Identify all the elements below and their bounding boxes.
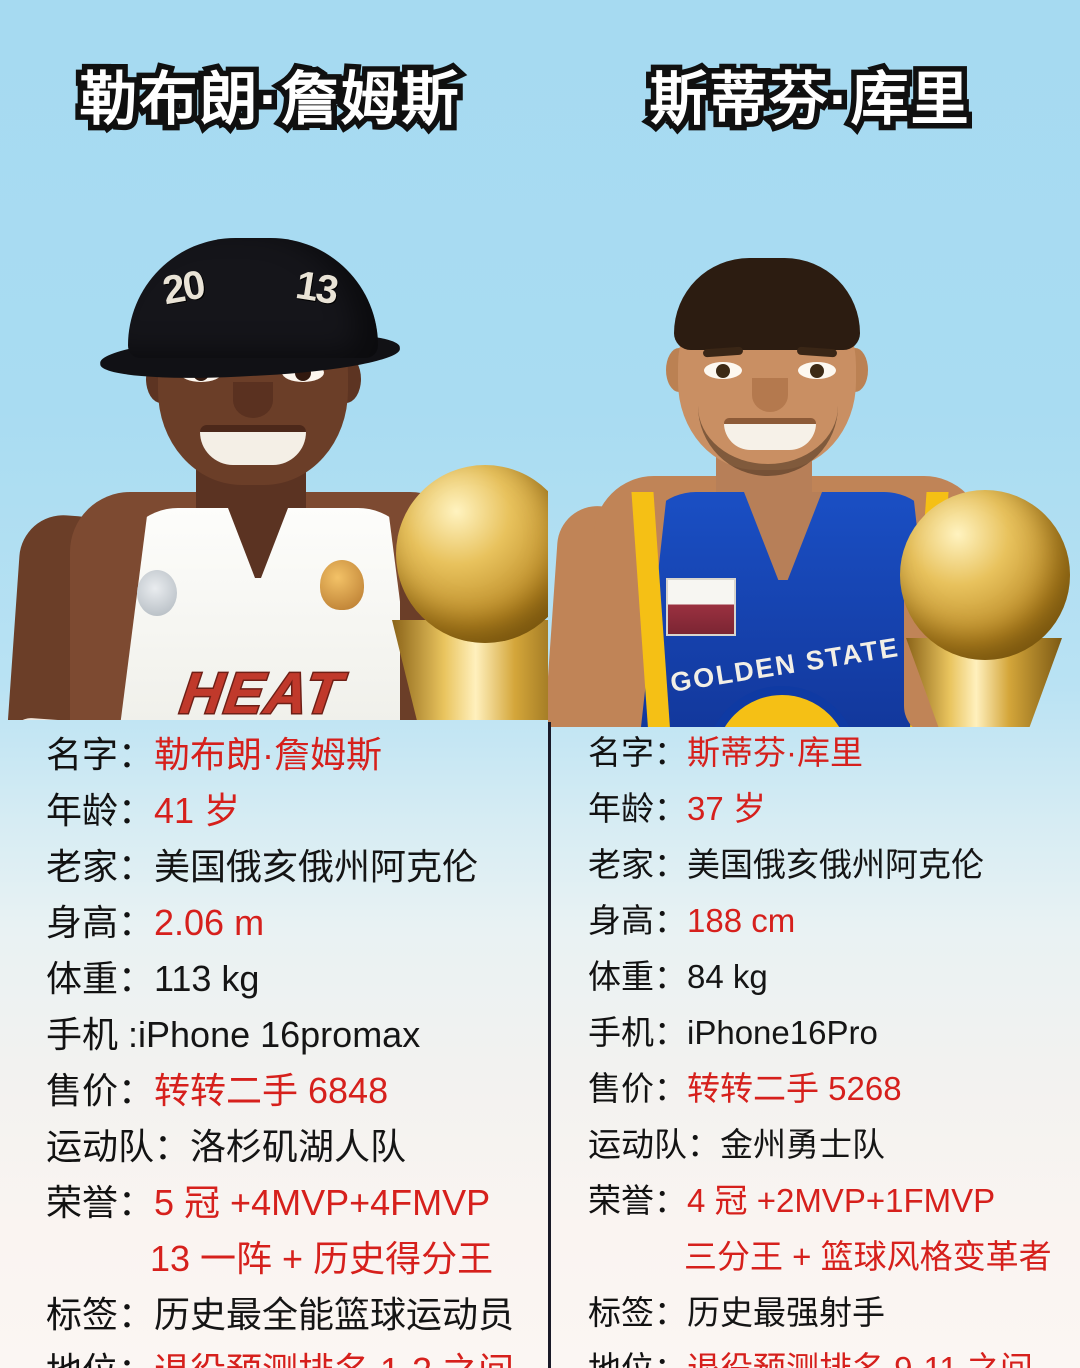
info-row-label: 手机 : <box>46 1014 139 1055</box>
info-row: 标签： 历史最全能篮球运动员 <box>46 1286 546 1342</box>
info-row: 运动队： 金州勇士队 <box>588 1118 1080 1174</box>
player-title-right: 斯蒂芬·库里 <box>644 62 974 138</box>
info-row-value: 188 cm <box>687 902 796 939</box>
info-row: 售价： 转转二手 6848 <box>46 1062 546 1118</box>
info-row-label: 标签： <box>46 1294 155 1335</box>
info-row-value: 美国俄亥俄州阿克伦 <box>687 846 984 883</box>
info-column-left: 名字： 勒布朗·詹姆斯 年龄： 41 岁老家： 美国俄亥俄州阿克伦 身高： 2.06 m 体重… <box>46 726 546 1368</box>
info-row-value: 113 kg <box>154 958 260 999</box>
info-row: 手机： iPhone16Pro <box>588 1006 1080 1062</box>
info-row-label: 体重： <box>588 958 687 995</box>
info-row: 地位：退役预测排名 1-2 之间 <box>46 1342 546 1368</box>
hair <box>674 258 860 350</box>
info-row-label: 地位： <box>46 1342 154 1368</box>
nose <box>233 382 273 418</box>
mouth <box>200 425 306 465</box>
info-row: 体重： 84 kg <box>588 950 1080 1006</box>
info-row-value: 41 岁 <box>154 790 241 831</box>
info-row-value: 斯蒂芬·库里 <box>687 734 863 771</box>
info-row: 三分王 + 篮球风格变革者 <box>588 1230 1080 1286</box>
info-row: 老家： 美国俄亥俄州阿克伦 <box>588 838 1080 894</box>
nba-logo-patch <box>137 570 177 616</box>
left-eye <box>704 362 742 379</box>
info-row-label: 荣誉： <box>46 1182 155 1223</box>
player-title-left: 勒布朗·詹姆斯 <box>74 62 464 138</box>
info-row-label: 荣誉： <box>588 1182 687 1219</box>
player-photo-right: GOLDEN STATE 30 豆包AI生成 <box>548 120 1080 727</box>
info-row-label: 身高： <box>46 902 155 943</box>
info-row-label: 地位： <box>588 1342 687 1368</box>
info-row-value: 4 冠 +2MVP+1FMVP <box>687 1182 996 1219</box>
info-row: 年龄： 37 岁 <box>588 782 1080 838</box>
info-row: 售价： 转转二手 5268 <box>588 1062 1080 1118</box>
cap-year-first-digits: 20 <box>159 262 207 314</box>
info-row: 年龄： 41 岁 <box>46 782 546 838</box>
info-row-label: 运动队： <box>588 1126 720 1163</box>
trophy-ball <box>900 490 1070 660</box>
info-row-label: 年龄： <box>588 790 687 827</box>
info-row-value: 37 岁 <box>687 790 766 827</box>
column-divider <box>548 722 551 1368</box>
info-row-value: 勒布朗·詹姆斯 <box>154 734 383 775</box>
info-row-value: iPhone 16promax <box>138 1014 421 1055</box>
info-row-value: 金州勇士队 <box>720 1126 885 1163</box>
info-row: 体重： 113 kg <box>46 950 546 1006</box>
mouth <box>724 418 816 450</box>
info-row-label: 老家： <box>588 846 687 883</box>
info-row-value: 转转二手 6848 <box>154 1070 389 1111</box>
finals-logo-patch <box>320 560 364 610</box>
info-row: 地位：退役预测排名 9-11 之间 <box>588 1342 1080 1368</box>
info-row-value: 美国俄亥俄州阿克伦 <box>154 846 479 887</box>
info-row: 手机 : iPhone 16promax <box>46 1006 546 1062</box>
info-row-label: 身高： <box>588 902 687 939</box>
info-row-label: 售价： <box>46 1070 155 1111</box>
info-row-value: 84 kg <box>687 958 768 995</box>
info-row: 身高： 188 cm <box>588 894 1080 950</box>
jersey-wordmark: HEAT <box>175 660 349 721</box>
info-row: 标签： 历史最强射手 <box>588 1286 1080 1342</box>
info-row-label: 标签： <box>588 1294 687 1331</box>
info-row-value: 退役预测排名 9-11 之间 <box>687 1342 1033 1368</box>
cap-year-second-digits: 13 <box>292 263 340 313</box>
info-row: 名字： 斯蒂芬·库里 <box>588 726 1080 782</box>
sponsor-patch <box>666 578 736 636</box>
info-row-label: 名字： <box>46 734 155 775</box>
info-row-label: 年龄： <box>46 790 155 831</box>
info-column-right: 名字： 斯蒂芬·库里 年龄： 37 岁老家： 美国俄亥俄州阿克伦 身高： 188 cm 体重：… <box>588 726 1080 1368</box>
player-photo-left: HEAT 6 20 13 <box>0 120 548 720</box>
info-row-value: 三分王 + 篮球风格变革者 <box>684 1238 1052 1275</box>
info-row-label: 售价： <box>588 1070 687 1107</box>
info-row: 荣誉： 4 冠 +2MVP+1FMVP <box>588 1174 1080 1230</box>
info-row-label: 体重： <box>46 958 155 999</box>
info-row-value: 退役预测排名 1-2 之间 <box>154 1342 514 1368</box>
info-row: 运动队： 洛杉矶湖人队 <box>46 1118 546 1174</box>
info-row-label: 老家： <box>46 846 155 887</box>
info-row-value: 历史最强射手 <box>687 1294 885 1331</box>
info-row-value: 5 冠 +4MVP+4FMVP <box>154 1182 491 1223</box>
info-row: 13 一阵 + 历史得分王 <box>46 1230 546 1286</box>
trophy-ball <box>396 465 548 643</box>
info-row-label: 手机： <box>588 1014 687 1051</box>
jersey-number: 30 <box>784 716 855 727</box>
info-row-value: 13 一阵 + 历史得分王 <box>150 1238 494 1279</box>
info-row-value: iPhone16Pro <box>687 1014 878 1051</box>
info-row: 荣誉： 5 冠 +4MVP+4FMVP <box>46 1174 546 1230</box>
info-row-value: 转转二手 5268 <box>687 1070 902 1107</box>
info-row-value: 洛杉矶湖人队 <box>190 1126 407 1167</box>
info-row-value: 2.06 m <box>154 902 265 943</box>
info-row: 名字： 勒布朗·詹姆斯 <box>46 726 546 782</box>
info-row: 身高： 2.06 m <box>46 894 546 950</box>
info-row-label: 名字： <box>588 734 687 771</box>
right-eye <box>798 362 836 379</box>
info-row: 老家： 美国俄亥俄州阿克伦 <box>46 838 546 894</box>
info-row-label: 运动队： <box>46 1126 191 1167</box>
info-row-value: 历史最全能篮球运动员 <box>154 1294 515 1335</box>
